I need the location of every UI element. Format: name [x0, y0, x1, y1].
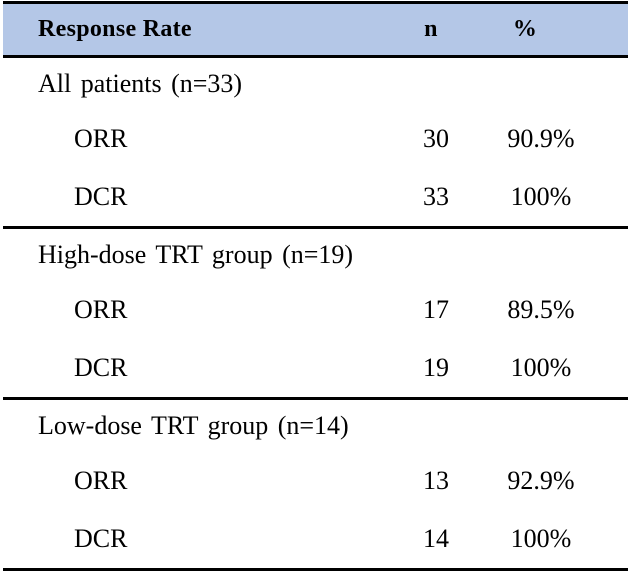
n-value: 17 — [423, 295, 449, 324]
metric-label: ORR — [74, 295, 128, 324]
n-value: 13 — [423, 466, 449, 495]
percent-value: 89.5% — [507, 295, 575, 324]
metric-label: ORR — [74, 124, 128, 153]
table-row: ORR 30 90.9% — [3, 110, 628, 168]
metric-label: DCR — [74, 524, 128, 553]
table-row: DCR 33 100% — [3, 168, 628, 226]
group-label: Low-dose TRT group (n=14) — [38, 411, 349, 440]
response-rate-table: Response Rate n % All patients (n=33) OR… — [3, 1, 628, 571]
n-value: 19 — [423, 353, 449, 382]
group-label-row: High-dose TRT group (n=19) — [3, 229, 628, 281]
table-row: ORR 17 89.5% — [3, 281, 628, 339]
section-high-dose: High-dose TRT group (n=19) ORR 17 89.5% … — [3, 229, 628, 400]
section-low-dose: Low-dose TRT group (n=14) ORR 13 92.9% D… — [3, 400, 628, 571]
group-label: High-dose TRT group (n=19) — [38, 240, 354, 269]
table-row: DCR 14 100% — [3, 510, 628, 568]
table-row: DCR 19 100% — [3, 339, 628, 397]
metric-label: DCR — [74, 182, 128, 211]
n-value: 33 — [423, 182, 449, 211]
table-header-row: Response Rate n % — [3, 1, 628, 58]
percent-value: 100% — [510, 182, 572, 211]
section-all-patients: All patients (n=33) ORR 30 90.9% DCR 33 … — [3, 58, 628, 229]
n-value: 30 — [423, 124, 449, 153]
header-response-rate: Response Rate — [38, 16, 192, 42]
group-label-row: Low-dose TRT group (n=14) — [3, 400, 628, 452]
percent-value: 100% — [510, 353, 572, 382]
percent-value: 90.9% — [507, 124, 575, 153]
percent-value: 92.9% — [507, 466, 575, 495]
percent-value: 100% — [510, 524, 572, 553]
table-row: ORR 13 92.9% — [3, 452, 628, 510]
header-n: n — [424, 16, 438, 42]
n-value: 14 — [423, 524, 449, 553]
metric-label: ORR — [74, 466, 128, 495]
metric-label: DCR — [74, 353, 128, 382]
group-label-row: All patients (n=33) — [3, 58, 628, 110]
header-percent: % — [512, 16, 538, 42]
group-label: All patients (n=33) — [38, 69, 243, 98]
